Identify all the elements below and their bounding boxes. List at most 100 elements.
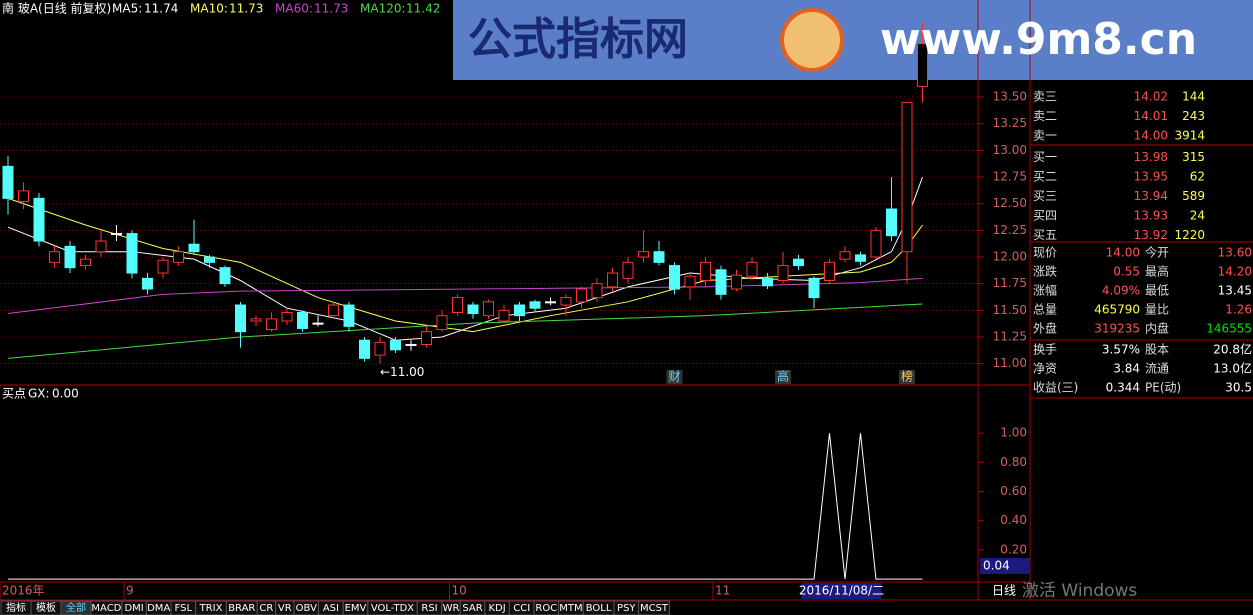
x-tick-label: 10 — [452, 584, 467, 598]
candle-body — [576, 288, 587, 303]
banner-url: www.9m8.cn — [880, 14, 1197, 65]
candle-body — [622, 261, 634, 279]
book-label: 买五 — [1033, 228, 1057, 242]
tab-label: OBV — [296, 603, 317, 614]
candle-body — [684, 275, 696, 288]
book-price: 14.00 — [1134, 129, 1168, 143]
legend-value: 11.73 — [314, 2, 348, 16]
ma-line — [7, 303, 923, 359]
watermark: 激活 Windows — [1022, 581, 1137, 601]
candle-body — [80, 258, 91, 267]
legend-name: MA120: — [360, 2, 406, 16]
banner-title: 公式指标网 — [468, 14, 688, 65]
tab-label: ASI — [323, 603, 339, 614]
indicator-line — [8, 433, 923, 580]
candle-body — [390, 339, 401, 351]
stat-label: 股本 — [1145, 343, 1169, 357]
cursor-date: 2016/11/08/二 — [799, 584, 884, 598]
y-tick-label: 12.75 — [993, 170, 1027, 184]
legend-name: MA10: — [190, 2, 228, 16]
event-marker[interactable]: 财 — [668, 370, 680, 384]
stat-label: PE(动) — [1145, 381, 1181, 395]
y-tick-label: 0.20 — [1000, 542, 1027, 556]
candle-body — [33, 197, 45, 242]
candle-body — [808, 277, 820, 299]
candle-body — [188, 243, 200, 253]
ma-line — [7, 197, 923, 333]
candle-body — [793, 258, 804, 267]
ma-line — [7, 277, 923, 315]
book-price: 13.93 — [1134, 209, 1168, 223]
stat-value: 3.57% — [1102, 343, 1140, 357]
candle-body — [235, 304, 246, 333]
candle-body — [731, 274, 742, 290]
tab-label: BRAR — [228, 603, 255, 614]
book-label: 卖三 — [1033, 90, 1057, 104]
period-label[interactable]: 日线 — [992, 584, 1016, 598]
book-label: 买一 — [1033, 150, 1057, 164]
candle-body — [343, 304, 355, 327]
candle-body — [855, 254, 866, 262]
candle-body — [157, 259, 169, 274]
book-label: 买三 — [1033, 189, 1057, 203]
event-box — [666, 370, 683, 384]
indicator-title: 买点 — [2, 387, 26, 401]
stat-label: 涨幅 — [1033, 283, 1057, 298]
candle-body — [421, 331, 432, 345]
chart-title: 南 玻A(日线 前复权) — [2, 1, 111, 16]
book-label: 卖二 — [1033, 109, 1057, 123]
y-tick-label: 1.00 — [1000, 426, 1027, 440]
stat-value: 13.0亿 — [1213, 361, 1252, 376]
tab-label: 全部 — [66, 601, 86, 614]
tab-label: CCI — [513, 603, 530, 614]
stat-value: 30.5 — [1225, 381, 1252, 395]
candle-body — [498, 309, 510, 322]
candle-body — [514, 304, 525, 317]
book-volume: 243 — [1182, 109, 1205, 123]
stat-label: 内盘 — [1145, 321, 1169, 336]
stat-value: 319235 — [1094, 322, 1140, 336]
candle-body — [436, 315, 448, 331]
stat-label: 流通 — [1145, 362, 1169, 376]
stat-label: 总量 — [1033, 303, 1057, 317]
stat-value: 3.84 — [1113, 362, 1140, 376]
candle-body — [591, 283, 603, 299]
candle-body — [700, 261, 711, 281]
stat-value: 20.8亿 — [1213, 342, 1252, 357]
candle-body — [467, 304, 479, 315]
stat-label: 涨跌 — [1033, 264, 1057, 279]
stat-value: 146555 — [1206, 322, 1252, 336]
stat-label: 换手 — [1033, 343, 1057, 357]
candle-body — [452, 297, 463, 313]
stat-value: 465790 — [1094, 303, 1140, 317]
candle-body — [18, 190, 29, 203]
tab-label: 指标 — [6, 601, 26, 614]
book-price: 13.95 — [1134, 170, 1168, 184]
y-tick-label: 0.60 — [1000, 484, 1027, 498]
legend-value: 11.42 — [406, 2, 440, 16]
tab[interactable] — [638, 600, 670, 615]
candle-body — [824, 261, 835, 281]
candle-body — [762, 277, 773, 287]
tab-label: VR — [278, 603, 292, 614]
stat-value: 0.344 — [1106, 381, 1140, 395]
y-tick-label: 13.00 — [993, 143, 1027, 157]
candle-body — [2, 165, 14, 199]
cursor-date-box — [801, 583, 882, 599]
x-tick-label: 2016年 — [2, 584, 45, 598]
event-marker[interactable]: 榜 — [901, 369, 913, 384]
y-tick-label: 11.75 — [993, 276, 1027, 290]
candle-body — [266, 318, 277, 331]
book-volume: 3914 — [1174, 129, 1205, 143]
stat-label: 外盘 — [1033, 321, 1057, 336]
tab-label: CR — [259, 603, 273, 614]
event-marker[interactable]: 高 — [777, 369, 789, 384]
candle-body — [545, 301, 556, 304]
stat-value: 13.45 — [1218, 284, 1252, 298]
book-volume: 315 — [1182, 150, 1205, 164]
book-price: 14.01 — [1134, 109, 1168, 123]
candle-body — [777, 265, 789, 281]
y-tick-label: 13.25 — [993, 116, 1027, 130]
